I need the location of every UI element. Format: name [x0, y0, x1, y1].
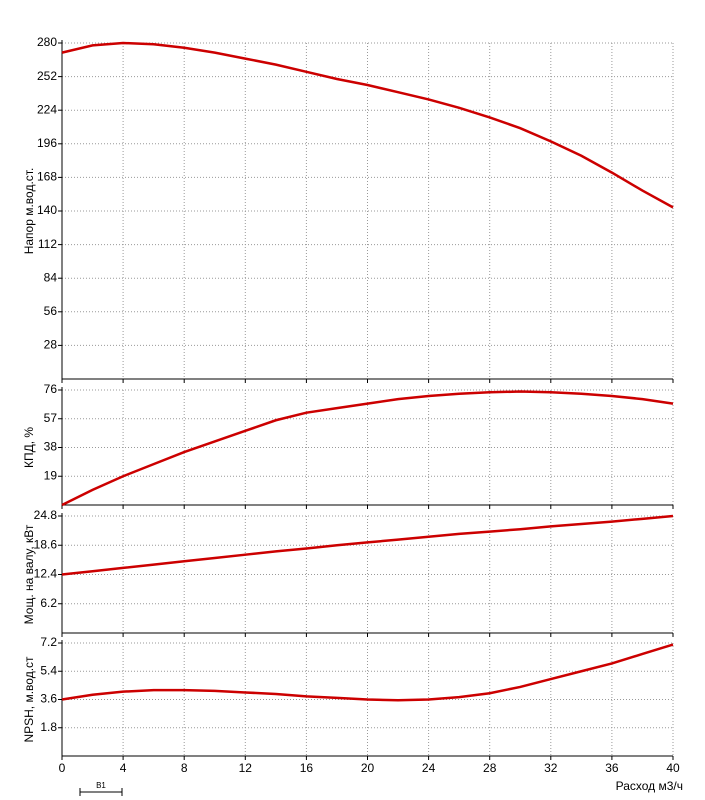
y-tick-label: 196 [37, 136, 57, 150]
marker-label: B1 [96, 781, 106, 790]
y-tick-label: 140 [37, 203, 57, 217]
y-tick-label: 224 [37, 102, 57, 116]
y-axis-label: Мощ. на валу, кВт [22, 524, 36, 624]
y-tick-label: 28 [44, 338, 58, 352]
y-tick-label: 57 [44, 411, 58, 425]
y-tick-label: 252 [37, 69, 57, 83]
y-tick-label: 12.4 [34, 567, 58, 581]
y-tick-label: 24.8 [34, 508, 58, 522]
y-axis-label: NPSH, м.вод.ст [22, 656, 36, 743]
y-axis-label: Напор м.вод.ст. [22, 168, 36, 255]
curve [61, 390, 674, 507]
y-tick-label: 6.2 [40, 596, 57, 610]
y-tick-label: 5.4 [40, 663, 57, 677]
x-tick-label: 32 [544, 761, 558, 775]
y-tick-label: 38 [44, 440, 58, 454]
y-tick-label: 7.2 [40, 635, 57, 649]
x-tick-label: 36 [605, 761, 619, 775]
curve [61, 41, 674, 209]
y-tick-label: 112 [38, 237, 57, 251]
x-tick-label: 28 [483, 761, 497, 775]
y-tick-label: 84 [44, 270, 58, 284]
curve [61, 514, 674, 576]
x-tick-label: 16 [300, 761, 314, 775]
x-tick-label: 20 [361, 761, 375, 775]
x-axis-label: Расход м3/ч [616, 779, 683, 793]
x-tick-label: 24 [422, 761, 436, 775]
y-tick-label: 1.8 [40, 720, 57, 734]
x-tick-label: 8 [181, 761, 188, 775]
y-tick-label: 18.6 [34, 537, 58, 551]
x-tick-label: 0 [59, 761, 66, 775]
y-tick-label: 19 [44, 468, 58, 482]
curve [61, 643, 674, 702]
x-tick-label: 12 [239, 761, 253, 775]
x-tick-label: 4 [120, 761, 127, 775]
y-tick-label: 168 [37, 170, 57, 184]
y-tick-label: 56 [44, 304, 58, 318]
y-tick-label: 3.6 [40, 692, 57, 706]
y-axis-label: КПД, % [22, 427, 36, 468]
y-tick-label: 280 [37, 35, 57, 49]
y-tick-label: 76 [44, 382, 58, 396]
x-tick-label: 40 [666, 761, 680, 775]
